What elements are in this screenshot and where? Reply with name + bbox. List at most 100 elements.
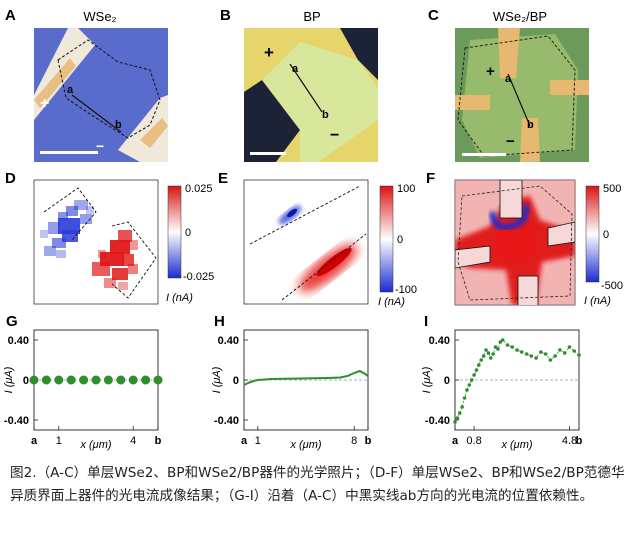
- panel-c-title: WSe₂/BP: [493, 9, 547, 24]
- map-f-right-electrode: [547, 221, 575, 247]
- map-f-top-electrode: [499, 180, 523, 219]
- data-point: [481, 354, 486, 358]
- data-point: [453, 420, 457, 424]
- plus-a: +: [40, 95, 49, 112]
- colorbar-e-unit: I (nA): [378, 296, 405, 308]
- map-f-left-electrode: [455, 245, 491, 269]
- colorbar-e: [379, 185, 394, 293]
- colorbar-f-max: 500: [603, 183, 621, 195]
- data-point: [562, 351, 567, 355]
- scale-bar-b: [250, 152, 286, 155]
- minus-b: −: [330, 127, 339, 144]
- data-point: [153, 375, 163, 385]
- label-b-c: b: [527, 119, 534, 131]
- data-point: [465, 388, 469, 392]
- panel-e: E 100 0 -100 I (nA): [218, 170, 417, 308]
- data-point: [479, 358, 484, 362]
- data-point: [41, 375, 51, 385]
- data-point: [567, 345, 572, 349]
- data-point: [534, 356, 538, 360]
- y-axis-label: I (μA): [211, 366, 223, 393]
- y-tick-label: -0.40: [4, 415, 29, 427]
- panel-f-letter: F: [426, 170, 435, 187]
- substrate-b-right: [340, 28, 378, 80]
- data-point: [141, 375, 151, 385]
- panel-d: D: [5, 170, 214, 305]
- panel-a-title: WSe₂: [83, 9, 116, 24]
- plus-b: +: [264, 43, 274, 62]
- panel-c-letter: C: [428, 7, 439, 24]
- data-point: [543, 352, 548, 356]
- minus-c: −: [506, 133, 515, 150]
- x-tick-label: a: [31, 435, 38, 447]
- map-d-outline: [43, 187, 157, 299]
- y-tick-label: 0.40: [8, 335, 29, 347]
- data-point: [486, 351, 491, 355]
- data-point: [539, 350, 543, 354]
- series-line: [243, 369, 369, 386]
- chart-letter: I: [424, 313, 428, 330]
- colorbar-f-mid: 0: [603, 229, 609, 241]
- y-tick-label: -0.40: [214, 415, 239, 427]
- linecut-ab-c: [507, 73, 531, 127]
- substrate-b-left: [244, 80, 300, 162]
- x-tick-label: 4: [130, 435, 136, 447]
- figure-caption: 图2.（A-C）单层WSe2、BP和WSe2/BP器件的光学照片；（D-F）单层…: [10, 465, 625, 504]
- y-tick-label: 0.40: [429, 335, 450, 347]
- y-tick-label: 0: [23, 375, 29, 387]
- y-tick-label: 0.40: [218, 335, 239, 347]
- colorbar-f-min: -500: [601, 280, 623, 292]
- y-axis-label: I (μA): [3, 366, 15, 393]
- data-point: [524, 352, 529, 356]
- x-axis-label: x (μm): [289, 439, 321, 451]
- y-axis-label: I (μA): [421, 366, 433, 393]
- scale-bar-a: [40, 151, 98, 154]
- flake-outline-a: [57, 39, 161, 139]
- chart-letter: H: [214, 313, 225, 330]
- label-b-b: b: [322, 109, 329, 121]
- x-axis-label: x (μm): [500, 439, 532, 451]
- electrode-c-bottom: [520, 118, 540, 162]
- map-d-red-spot: [92, 230, 138, 290]
- colorbar-d-min: -0.025: [183, 271, 214, 283]
- panel-b-title: BP: [303, 9, 320, 24]
- data-point: [29, 375, 39, 385]
- panel-c: C WSe₂/BP + − a b: [428, 7, 589, 162]
- x-tick-label: 0.8: [466, 435, 481, 447]
- colorbar-d: [167, 185, 182, 279]
- map-e-edge-bottom: [281, 233, 367, 301]
- x-tick-label: b: [365, 435, 372, 447]
- data-point: [460, 405, 464, 409]
- panel-b: B BP + − a b: [220, 7, 378, 162]
- data-point: [128, 375, 138, 385]
- panel-a: A WSe₂ + − a b: [5, 7, 168, 162]
- data-point: [103, 375, 113, 385]
- y-tick-label: 0: [233, 375, 239, 387]
- flake-outline-c: [457, 35, 576, 157]
- data-point: [469, 378, 474, 382]
- data-point: [455, 416, 460, 420]
- data-point: [500, 338, 505, 342]
- linecut-ab-b: [289, 63, 323, 113]
- data-point: [462, 396, 467, 400]
- data-point: [488, 356, 493, 360]
- label-a-c: a: [505, 73, 512, 85]
- data-point: [477, 363, 481, 367]
- data-point: [496, 347, 500, 351]
- x-tick-label: 1: [255, 435, 261, 447]
- data-point: [558, 348, 562, 352]
- y-tick-label: 0: [444, 375, 450, 387]
- scale-bar-c: [462, 153, 506, 156]
- data-point: [91, 375, 101, 385]
- y-tick-label: -0.40: [425, 415, 450, 427]
- data-point: [572, 349, 577, 353]
- x-tick-label: 4.8: [562, 435, 577, 447]
- data-point: [548, 358, 553, 362]
- label-a-a: a: [67, 84, 74, 96]
- data-point: [474, 368, 479, 372]
- data-point: [484, 348, 488, 352]
- panel-a-letter: A: [5, 7, 16, 24]
- plus-c: +: [486, 63, 495, 80]
- data-point: [553, 354, 557, 358]
- figure: A WSe₂ + − a b B BP + − a b: [3, 7, 623, 451]
